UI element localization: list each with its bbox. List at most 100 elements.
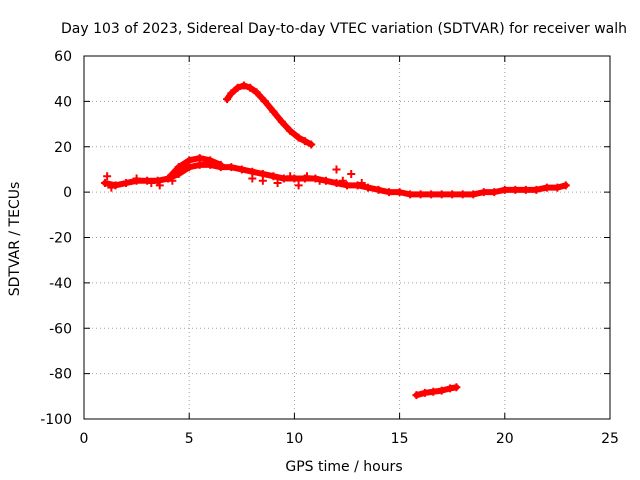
data-point [132,174,141,183]
data-point [195,160,204,169]
data-point [174,163,183,172]
series-upper-arc-2 [223,81,316,149]
data-point [479,188,488,197]
data-point [364,183,373,192]
data-point [168,176,177,185]
data-point [147,179,156,188]
data-point [294,133,303,142]
data-point [429,387,438,396]
grid-lines [84,56,610,419]
chart-title: Day 103 of 2023, Sidereal Day-to-day VTE… [61,21,627,37]
data-point [195,154,204,163]
data-point [294,181,303,190]
data-point [458,190,467,199]
axis-ticks: 0 5 10 15 20 25 -100 -80 -60 -40 -20 0 20 40 60 [40,49,619,447]
y-axis-label: SDTVAR / TECUs [7,182,23,297]
x-axis-label: GPS time / hours [285,459,402,475]
data-point [490,188,499,197]
data-point [286,126,295,135]
series-scattered-segments [103,165,366,192]
y-tick-label: -60 [49,321,72,337]
data-point [553,183,562,192]
data-point [111,181,120,190]
y-tick-label: 40 [54,94,72,110]
data-point [416,190,425,199]
y-tick-label: -20 [49,231,72,247]
x-tick-label: 10 [285,431,303,447]
data-point [357,179,366,188]
data-point [269,107,278,116]
data-point [239,81,248,90]
data-point [353,181,362,190]
data-point [448,190,457,199]
data-point [248,167,257,176]
data-point [332,179,341,188]
data-point [227,163,236,172]
data-point [500,185,509,194]
data-point [227,89,236,98]
data-point [248,174,257,183]
data-point [511,185,520,194]
data-point [532,185,541,194]
data-point [273,179,282,188]
x-tick-label: 15 [391,431,409,447]
series-lower-segment [412,383,461,400]
data-point [311,174,320,183]
data-point [332,165,341,174]
x-tick-label: 0 [80,431,89,447]
data-point [303,172,312,181]
data-point [237,165,246,174]
data-point [286,172,295,181]
data-point [343,181,351,190]
data-point [300,137,309,146]
data-point [437,190,446,199]
data-point [469,190,478,199]
data-point [216,160,225,169]
data-point [122,179,131,188]
data-point [427,190,436,199]
data-point [233,83,242,92]
data-point [279,174,288,183]
data-point [258,176,267,185]
data-point [277,117,286,126]
y-tick-label: 0 [63,185,72,201]
data-point [153,176,162,185]
data-point [290,174,299,183]
data-point [185,156,194,165]
data-point [385,188,394,197]
data-point [107,183,116,192]
y-tick-label: 60 [54,49,72,65]
data-point [164,174,173,183]
series-upper-arc [164,154,225,183]
data-point [246,83,255,92]
data-point [101,179,110,188]
data-point [269,172,278,181]
y-tick-label: 20 [54,140,72,156]
data-point [420,388,429,397]
series-main-band [101,160,570,199]
data-point [223,95,232,104]
data-point [206,156,215,165]
data-point [143,176,152,185]
data-point [521,185,530,194]
data-points [101,81,570,400]
y-tick-label: -100 [40,412,72,428]
data-point [260,97,269,106]
x-tick-label: 5 [185,431,194,447]
data-point [406,190,415,199]
data-point [437,386,446,395]
data-point [452,383,461,392]
data-point [395,188,404,197]
data-point [412,391,421,400]
data-point [258,169,267,178]
data-point [252,88,261,97]
data-point [542,183,551,192]
y-tick-label: -40 [49,276,72,292]
data-point [347,169,356,178]
data-point [155,181,164,190]
data-point [103,172,112,181]
data-point [315,176,324,185]
data-point [338,176,347,185]
